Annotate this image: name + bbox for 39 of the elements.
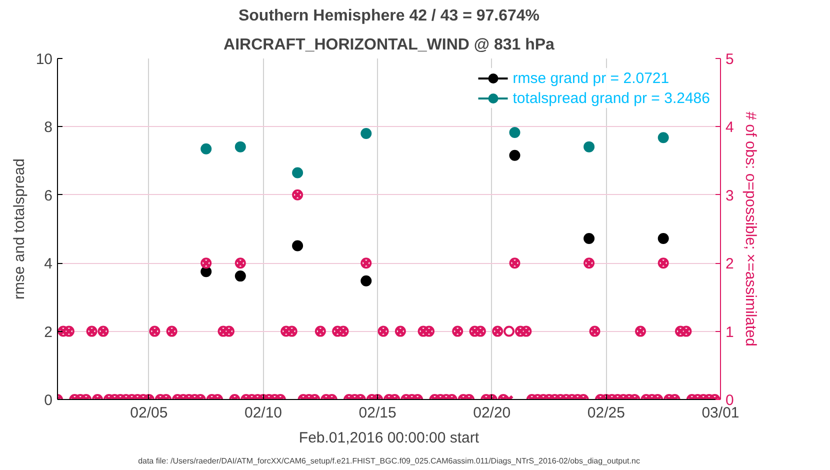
y-tick-label: 8 bbox=[44, 119, 52, 136]
point bbox=[234, 270, 246, 282]
point bbox=[509, 127, 520, 138]
x-tick-label: 02/10 bbox=[244, 404, 282, 422]
point bbox=[360, 128, 372, 140]
y-axis-title: rmse and totalspread bbox=[10, 158, 28, 300]
x-tick-label: 03/01 bbox=[702, 404, 740, 422]
point bbox=[200, 266, 212, 278]
point bbox=[584, 233, 595, 244]
point bbox=[360, 275, 372, 286]
chart-subtitle: AIRCRAFT_HORIZONTAL_WIND @ 831 hPa bbox=[224, 36, 555, 54]
y-tick-label: 4 bbox=[44, 256, 52, 273]
point bbox=[658, 233, 669, 244]
x-tick-label: 02/20 bbox=[473, 404, 511, 422]
y2-tick-label: 3 bbox=[726, 187, 734, 204]
y2-tick-label: 5 bbox=[726, 51, 734, 68]
y-tick-label: 2 bbox=[44, 324, 52, 341]
y2-tick-label: 1 bbox=[726, 324, 734, 341]
legend-label: totalspread grand pr = 3.2486 bbox=[512, 90, 710, 106]
y2-tick-label: 4 bbox=[726, 119, 734, 136]
legend-label: rmse grand pr = 2.0721 bbox=[512, 70, 670, 86]
point bbox=[658, 132, 669, 144]
y2-tick-label: 2 bbox=[726, 256, 734, 273]
x-tick-label: 02/05 bbox=[130, 404, 168, 422]
y2-axis-title: # of obs: o=possible; ×=assimilated bbox=[742, 112, 759, 346]
point bbox=[292, 240, 304, 252]
point bbox=[292, 167, 304, 178]
point bbox=[200, 143, 212, 154]
point bbox=[509, 150, 520, 161]
x-tick-label: 02/15 bbox=[358, 404, 396, 422]
y-tick-label: 0 bbox=[44, 392, 52, 409]
text: data file: /Users/raeder/DAI/ATM_forcXX/CAM6_setup/f.e21.FHIST_BGC.f09_025.CAM6assim.011/Diags_NTrS_2016-02/obs_diag_output.nc bbox=[138, 456, 640, 466]
point bbox=[234, 141, 246, 152]
y-tick-label: 10 bbox=[36, 51, 53, 68]
point bbox=[584, 141, 595, 152]
x-tick-label: 02/25 bbox=[587, 404, 625, 422]
x-axis-title: Feb.01,2016 00:00:00 start bbox=[298, 430, 480, 446]
chart-title: Southern Hemisphere 42 / 43 = 97.674% bbox=[238, 8, 540, 24]
y-tick-label: 6 bbox=[44, 187, 52, 204]
